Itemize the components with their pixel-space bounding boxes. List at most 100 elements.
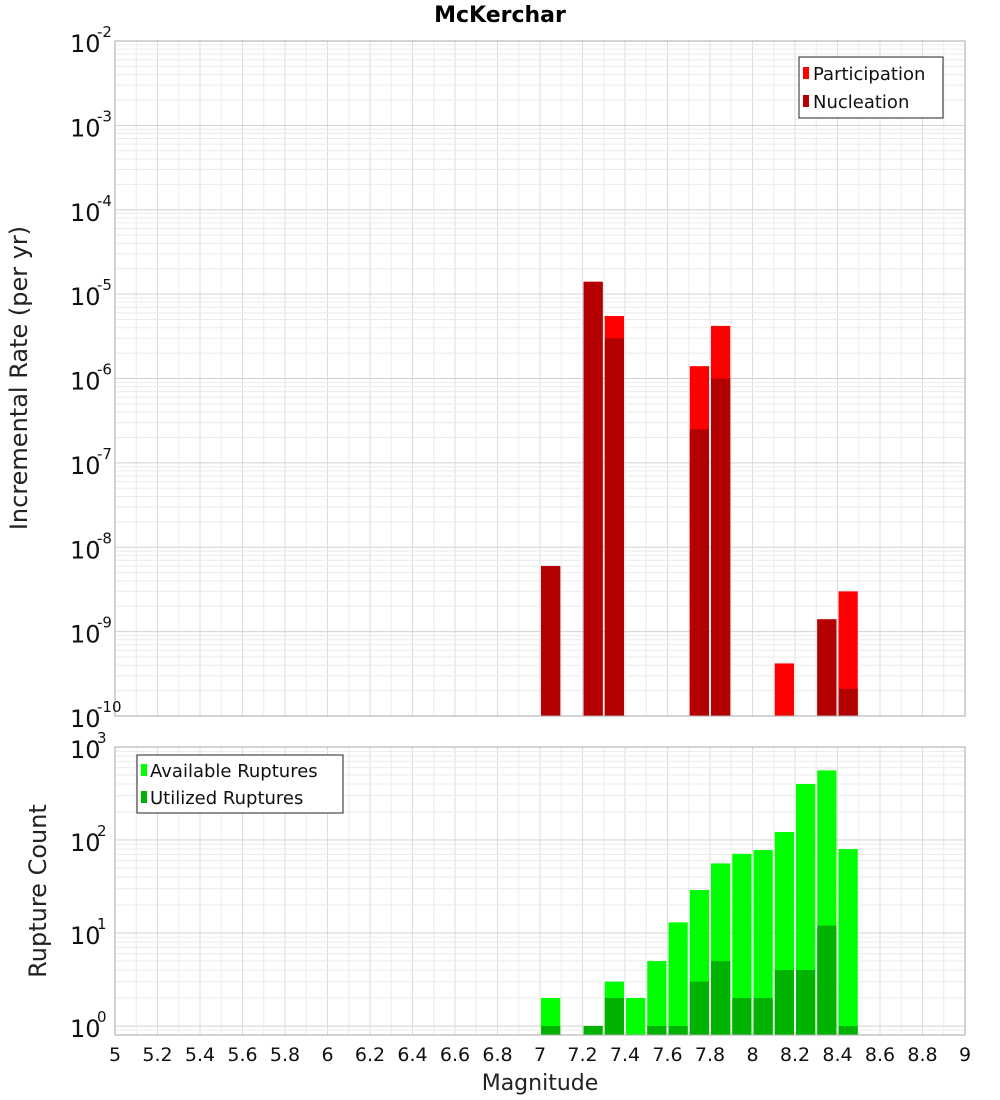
x-tick-label: 6.6 bbox=[440, 1044, 470, 1066]
available-ruptures-legend-swatch bbox=[141, 764, 147, 776]
bottom-legend: Available Ruptures Utilized Ruptures bbox=[136, 754, 344, 814]
top-y-ticks: 10-210-310-410-510-610-710-810-910-10 bbox=[70, 23, 122, 733]
participation-bar bbox=[838, 591, 858, 716]
utilized-ruptures-bar bbox=[689, 981, 709, 1035]
top-y-tick-label: 10 bbox=[70, 199, 101, 227]
nucleation-bar bbox=[838, 688, 858, 716]
x-tick-label: 5.2 bbox=[142, 1044, 172, 1066]
x-tick-label: 7.8 bbox=[695, 1044, 725, 1066]
x-tick-label: 6 bbox=[321, 1044, 333, 1066]
top-y-tick-exponent: -9 bbox=[97, 614, 112, 632]
x-tick-label: 8.4 bbox=[822, 1044, 852, 1066]
bottom-y-axis-label: Rupture Count bbox=[24, 804, 52, 978]
available-ruptures-bar bbox=[647, 960, 667, 1035]
chart-title: McKerchar bbox=[434, 3, 566, 28]
x-tick-label: 5.8 bbox=[270, 1044, 300, 1066]
utilized-ruptures-bar bbox=[604, 997, 624, 1035]
available-ruptures-bar bbox=[626, 997, 646, 1035]
x-axis-label: Magnitude bbox=[482, 1071, 599, 1096]
available-ruptures-bar bbox=[838, 849, 858, 1035]
participation-legend-label: Participation bbox=[813, 64, 925, 85]
bottom-y-tick-label: 10 bbox=[70, 736, 101, 764]
x-tick-label: 8.6 bbox=[865, 1044, 895, 1066]
x-tick-label: 7 bbox=[534, 1044, 546, 1066]
utilized-ruptures-bar bbox=[774, 969, 794, 1035]
x-tick-label: 7.2 bbox=[567, 1044, 597, 1066]
top-y-tick-label: 10 bbox=[70, 536, 101, 564]
top-y-tick-label: 10 bbox=[70, 705, 101, 733]
nucleation-bar bbox=[817, 619, 837, 716]
top-y-tick-label: 10 bbox=[70, 283, 101, 311]
top-legend: Participation Nucleation bbox=[798, 56, 944, 119]
top-y-tick-exponent: -7 bbox=[97, 445, 112, 463]
x-tick-label: 9 bbox=[959, 1044, 971, 1066]
x-tick-label: 6.4 bbox=[397, 1044, 427, 1066]
top-y-tick-exponent: -3 bbox=[97, 107, 112, 125]
bottom-y-tick-label: 10 bbox=[70, 922, 101, 950]
bottom-y-tick-label: 10 bbox=[70, 1015, 101, 1043]
x-tick-label: 5.4 bbox=[185, 1044, 215, 1066]
available-ruptures-bar bbox=[541, 997, 561, 1035]
utilized-ruptures-bar bbox=[732, 997, 752, 1035]
x-tick-label: 8 bbox=[746, 1044, 758, 1066]
bottom-y-tick-exponent: 0 bbox=[97, 1008, 107, 1026]
participation-legend-swatch bbox=[803, 67, 809, 79]
available-ruptures-bar bbox=[668, 922, 688, 1035]
utilized-ruptures-bar bbox=[817, 925, 837, 1035]
top-bars bbox=[541, 281, 858, 716]
x-ticks: 5 5.2 5.4 5.6 5.8 6 6.2 6.4 6.6 6.8 7 7.2 7.4 7.6 7.8 8… bbox=[109, 1044, 971, 1066]
x-tick-label: 5 bbox=[109, 1044, 121, 1066]
x-tick-label: 8.8 bbox=[907, 1044, 937, 1066]
bottom-legend-box bbox=[136, 754, 344, 814]
utilized-ruptures-bar bbox=[541, 1025, 561, 1035]
top-plot-frame bbox=[114, 40, 966, 717]
available-ruptures-legend-label: Available Ruptures bbox=[150, 761, 318, 782]
top-y-tick-label: 10 bbox=[70, 368, 101, 396]
utilized-ruptures-bar bbox=[711, 960, 731, 1035]
top-y-tick-exponent: -2 bbox=[97, 23, 112, 41]
top-legend-box bbox=[798, 56, 944, 119]
utilized-ruptures-bar bbox=[753, 997, 773, 1035]
top-y-tick-label: 10 bbox=[70, 30, 101, 58]
utilized-ruptures-legend-label: Utilized Ruptures bbox=[150, 788, 303, 809]
top-y-tick-label: 10 bbox=[70, 452, 101, 480]
top-y-tick-exponent: -8 bbox=[97, 529, 112, 547]
nucleation-bar bbox=[711, 378, 731, 716]
utilized-ruptures-bar bbox=[583, 1025, 603, 1035]
participation-bar bbox=[774, 663, 794, 716]
utilized-ruptures-bar bbox=[647, 1025, 667, 1035]
x-tick-label: 7.4 bbox=[610, 1044, 640, 1066]
available-ruptures-bar bbox=[732, 853, 752, 1035]
nucleation-bar bbox=[583, 281, 603, 716]
top-y-tick-exponent: -10 bbox=[97, 698, 122, 716]
top-y-tick-exponent: -4 bbox=[97, 192, 112, 210]
nucleation-legend-swatch bbox=[803, 95, 809, 107]
utilized-ruptures-legend-swatch bbox=[141, 791, 147, 803]
x-tick-label: 5.6 bbox=[227, 1044, 257, 1066]
x-tick-label: 6.2 bbox=[355, 1044, 385, 1066]
nucleation-bar bbox=[604, 338, 624, 716]
bottom-y-tick-label: 10 bbox=[70, 829, 101, 857]
top-grid bbox=[115, 41, 965, 716]
available-ruptures-bar bbox=[753, 850, 773, 1035]
utilized-ruptures-bar bbox=[838, 1025, 858, 1035]
nucleation-bar bbox=[541, 565, 561, 716]
top-y-tick-label: 10 bbox=[70, 621, 101, 649]
x-tick-label: 8.2 bbox=[780, 1044, 810, 1066]
top-y-tick-exponent: -6 bbox=[97, 361, 112, 379]
x-tick-label: 7.6 bbox=[652, 1044, 682, 1066]
x-tick-label: 6.8 bbox=[482, 1044, 512, 1066]
bottom-y-tick-exponent: 1 bbox=[97, 915, 107, 933]
top-y-axis-label: Incremental Rate (per yr) bbox=[5, 226, 33, 530]
top-panel: 10-210-310-410-510-610-710-810-910-10 In… bbox=[5, 23, 966, 733]
nucleation-legend-label: Nucleation bbox=[813, 92, 909, 113]
utilized-ruptures-bar bbox=[668, 1025, 688, 1035]
utilized-ruptures-bar bbox=[796, 969, 816, 1035]
bottom-y-tick-exponent: 2 bbox=[97, 822, 107, 840]
top-y-tick-exponent: -5 bbox=[97, 276, 112, 294]
bottom-y-tick-exponent: 3 bbox=[97, 729, 107, 747]
nucleation-bar bbox=[689, 429, 709, 716]
